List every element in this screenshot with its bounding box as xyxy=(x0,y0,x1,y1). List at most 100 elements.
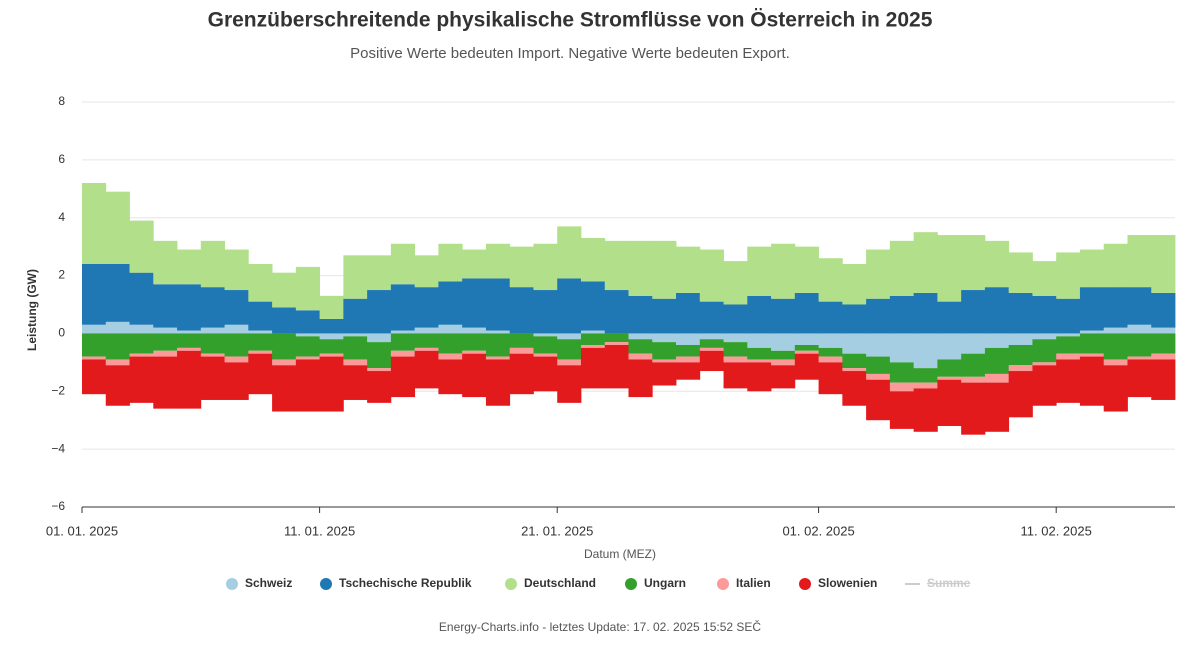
area-segment xyxy=(1151,235,1176,293)
area-segment xyxy=(509,353,534,395)
area-segment xyxy=(272,307,297,334)
area-segment xyxy=(961,290,986,334)
legend-item: Italien xyxy=(717,576,771,590)
x-tick-label: 01. 01. 2025 xyxy=(46,523,118,538)
area-segment xyxy=(533,290,558,334)
area-segment xyxy=(794,333,819,345)
area-segment xyxy=(557,365,582,403)
legend-symbol xyxy=(505,578,517,590)
area-segment xyxy=(1079,353,1105,357)
area-segment xyxy=(177,350,202,409)
area-segment xyxy=(866,373,891,380)
x-tick-label: 11. 02. 2025 xyxy=(1021,523,1092,538)
area-segment xyxy=(105,191,130,264)
area-segment xyxy=(747,362,772,392)
area-segment xyxy=(604,240,629,291)
area-segment xyxy=(1008,365,1033,372)
area-segment xyxy=(842,371,867,406)
area-segment xyxy=(248,330,273,334)
area-segment xyxy=(771,333,796,351)
area-segment xyxy=(200,327,225,334)
area-segment xyxy=(676,345,701,357)
y-tick-label: −6 xyxy=(51,499,65,513)
area-segment xyxy=(200,333,225,354)
area-segment xyxy=(82,264,107,325)
area-segment xyxy=(723,333,748,343)
area-segment xyxy=(937,301,962,334)
x-tick-label: 11. 01. 2025 xyxy=(284,523,355,538)
area-segment xyxy=(628,333,653,340)
area-segment xyxy=(652,362,677,386)
area-segment xyxy=(485,359,511,406)
area-segment xyxy=(105,359,130,366)
area-segment xyxy=(866,356,891,374)
area-segment xyxy=(177,330,202,334)
chart-subtitle: Positive Werte bedeuten Import. Negative… xyxy=(350,45,790,62)
area-segment xyxy=(319,318,344,334)
area-segment xyxy=(984,373,1010,383)
area-segment xyxy=(438,243,463,282)
legend-label: Tschechische Republik xyxy=(339,576,472,590)
area-segment xyxy=(367,371,392,403)
area-segment xyxy=(557,339,582,360)
area-segment xyxy=(984,382,1010,432)
area-segment xyxy=(1056,359,1081,403)
area-segment xyxy=(462,353,487,398)
area-segment xyxy=(628,240,653,296)
area-segment xyxy=(676,356,701,363)
area-segment xyxy=(129,356,154,403)
area-segment xyxy=(200,356,225,400)
area-segment xyxy=(984,333,1010,348)
area-segment xyxy=(462,333,487,351)
area-segment xyxy=(580,333,606,345)
y-tick-label: 2 xyxy=(58,268,65,282)
area-segment xyxy=(177,347,202,351)
area-segment xyxy=(961,382,986,435)
area-segment xyxy=(1103,333,1128,360)
area-segment xyxy=(1127,287,1152,325)
area-segment xyxy=(580,237,606,282)
area-segment xyxy=(961,235,986,291)
area-segment xyxy=(1008,292,1033,334)
area-segment xyxy=(818,333,843,348)
area-segment xyxy=(343,359,368,366)
area-segment xyxy=(248,350,273,354)
area-segment xyxy=(82,183,107,264)
area-segment xyxy=(866,379,891,421)
x-axis-label: Datum (MEZ) xyxy=(584,547,656,561)
area-segment xyxy=(105,333,130,360)
area-segment xyxy=(272,333,297,360)
area-segment xyxy=(1151,333,1176,354)
area-segment xyxy=(747,295,772,334)
area-segment xyxy=(961,376,986,383)
legend-item: Deutschland xyxy=(505,576,596,590)
area-segment xyxy=(652,333,677,343)
area-segment xyxy=(82,356,107,360)
area-segment xyxy=(676,246,701,293)
area-segment xyxy=(485,356,511,360)
area-segment xyxy=(818,301,843,334)
area-segment xyxy=(628,359,653,398)
area-segment xyxy=(842,353,867,369)
area-segment xyxy=(628,295,653,334)
area-segment xyxy=(390,350,416,357)
y-tick-label: −2 xyxy=(51,383,65,397)
area-segment xyxy=(438,333,463,354)
area-segment xyxy=(984,347,1010,374)
area-segment xyxy=(153,284,178,328)
area-segment xyxy=(414,287,439,328)
area-segment xyxy=(129,220,154,273)
area-segment xyxy=(82,359,107,395)
area-segment xyxy=(699,333,724,340)
area-segment xyxy=(842,264,867,305)
area-segment xyxy=(818,347,843,357)
area-segment xyxy=(604,342,629,345)
area-segment xyxy=(1032,333,1057,340)
area-segment xyxy=(913,232,938,293)
area-segment xyxy=(390,356,416,398)
area-segment xyxy=(295,266,321,311)
area-segment xyxy=(153,350,178,357)
area-segment xyxy=(1056,298,1081,334)
area-segment xyxy=(533,333,558,337)
area-segment xyxy=(1103,327,1128,334)
